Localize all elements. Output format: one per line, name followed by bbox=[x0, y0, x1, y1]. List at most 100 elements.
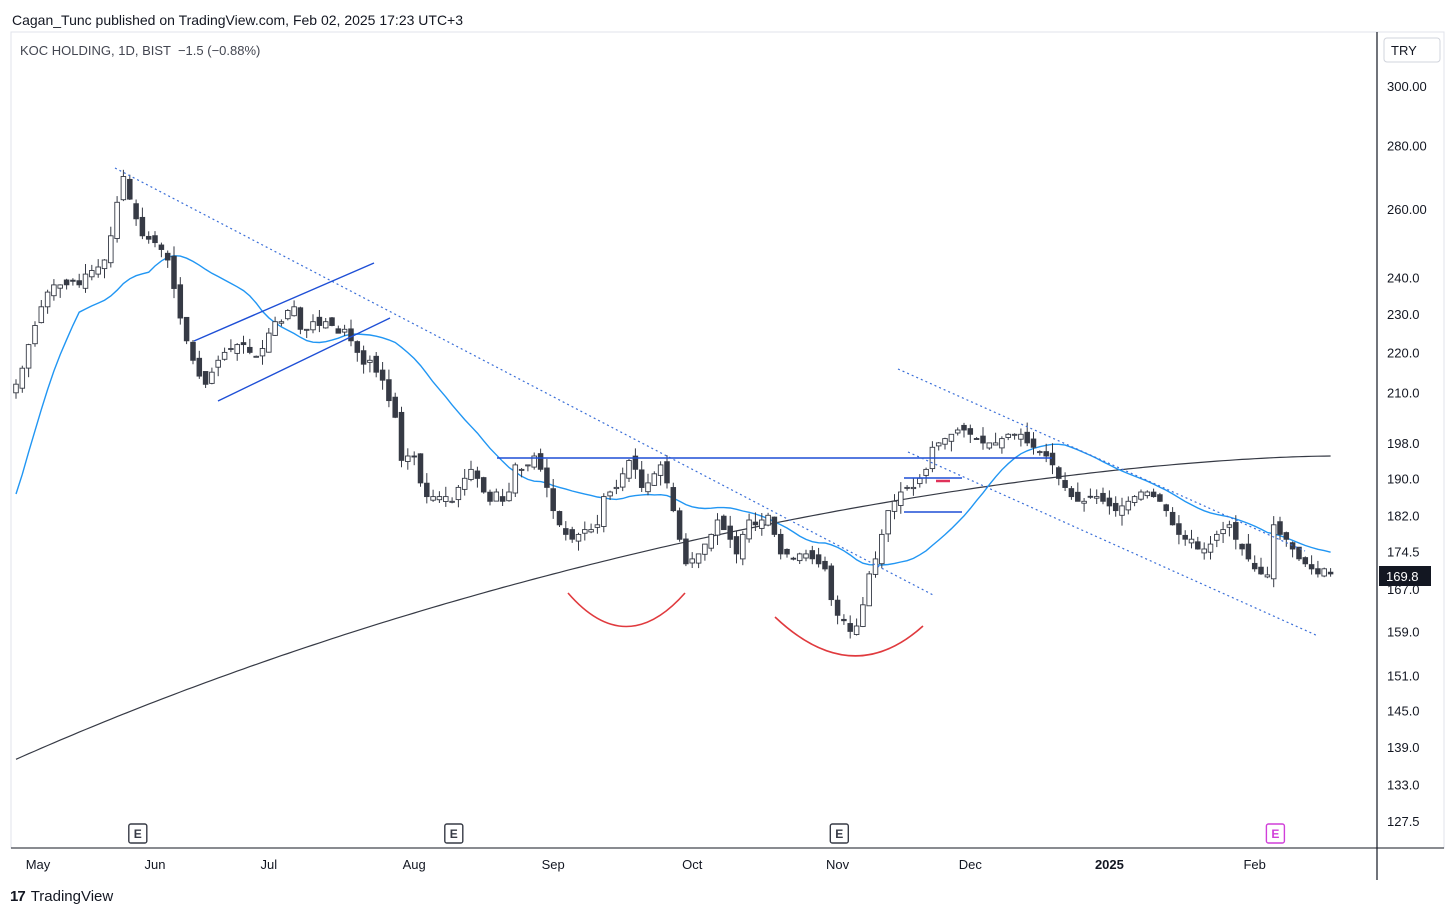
candle-body bbox=[285, 310, 291, 320]
candle-body bbox=[898, 491, 904, 506]
last-price-value: 169.8 bbox=[1386, 569, 1419, 584]
candle-body bbox=[145, 235, 152, 240]
candle-body bbox=[1125, 500, 1132, 511]
candle-body bbox=[1251, 562, 1258, 570]
price-tick-label: 280.00 bbox=[1387, 138, 1427, 153]
candle-body bbox=[1264, 574, 1271, 578]
candle-body bbox=[1131, 496, 1138, 503]
flag-upper-line[interactable] bbox=[193, 262, 375, 342]
price-tick-label: 145.0 bbox=[1387, 704, 1420, 719]
candle-body bbox=[613, 486, 620, 490]
candle-body bbox=[973, 438, 980, 440]
candle-body bbox=[266, 332, 272, 353]
earnings-marker-icon[interactable] bbox=[1265, 823, 1286, 844]
price-tick-label: 240.0 bbox=[1387, 271, 1420, 286]
candle-body bbox=[1207, 543, 1214, 553]
ma50-path bbox=[15, 254, 1331, 566]
candle-body bbox=[240, 342, 247, 346]
candle-body bbox=[879, 533, 885, 565]
candle-body bbox=[202, 371, 209, 385]
candle-body bbox=[1112, 502, 1119, 512]
candle-body bbox=[853, 625, 860, 635]
candle-body bbox=[765, 514, 771, 526]
candle-body bbox=[1176, 523, 1182, 535]
candle-body bbox=[44, 291, 51, 308]
candle-body bbox=[1144, 491, 1151, 497]
earnings-marker-icon[interactable] bbox=[128, 823, 148, 844]
candle-body bbox=[443, 496, 449, 502]
candle-body bbox=[493, 491, 500, 502]
candle-body bbox=[1043, 451, 1049, 457]
chart-frame bbox=[10, 31, 1445, 849]
candle-body bbox=[1270, 524, 1277, 580]
candle-body bbox=[632, 455, 639, 470]
price-axis[interactable]: 300.00 280.00 260.00 240.0 230.0 220.0 210.0 19… bbox=[1387, 79, 1427, 829]
time-tick-label: Sep bbox=[542, 857, 565, 872]
published-info: Cagan_Tunc published on TradingView.com,… bbox=[12, 12, 464, 28]
candle-body bbox=[480, 477, 487, 493]
time-axis[interactable]: May Jun Jul Aug Sep Oct Nov Dec 2025 Feb bbox=[26, 857, 1266, 872]
candle-body bbox=[272, 321, 278, 336]
candle-body bbox=[57, 284, 63, 289]
candle-body bbox=[594, 524, 601, 528]
candle-body bbox=[424, 482, 430, 498]
candle-body bbox=[860, 604, 866, 627]
candle-body bbox=[980, 435, 986, 444]
candle-body bbox=[386, 379, 392, 402]
channel-upper-line[interactable] bbox=[897, 368, 1306, 552]
price-tick-label: 210.0 bbox=[1387, 385, 1420, 400]
candle-body bbox=[1321, 568, 1327, 577]
candle-body bbox=[1081, 500, 1087, 504]
candle-body bbox=[1030, 438, 1037, 448]
candle-body bbox=[518, 468, 525, 471]
candle-body bbox=[1201, 548, 1207, 554]
candle-body bbox=[348, 328, 354, 342]
candle-body bbox=[708, 533, 714, 549]
earnings-marker-icon[interactable] bbox=[444, 823, 464, 844]
channel-lower-line[interactable] bbox=[907, 451, 1319, 637]
candle-body bbox=[499, 496, 506, 502]
candle-body bbox=[834, 599, 841, 616]
candle-body bbox=[601, 496, 607, 527]
candle-body bbox=[923, 468, 929, 476]
candle-body bbox=[177, 284, 184, 319]
candle-body bbox=[190, 341, 196, 361]
candle-body bbox=[746, 519, 752, 540]
candle-body bbox=[171, 255, 177, 289]
symbol-legend[interactable]: KOC HOLDING, 1D, BIST −1.5 (−0.88%) bbox=[20, 43, 261, 58]
candle-body bbox=[1119, 505, 1125, 516]
candle-body bbox=[1283, 532, 1290, 540]
candle-body bbox=[417, 453, 424, 484]
head-arc[interactable] bbox=[774, 616, 924, 657]
time-tick-label: May bbox=[26, 857, 51, 872]
left-shoulder-arc[interactable] bbox=[567, 592, 686, 628]
drawings bbox=[114, 167, 1319, 657]
ma50-line bbox=[15, 254, 1331, 566]
currency-box[interactable] bbox=[1383, 37, 1441, 63]
candle-body bbox=[114, 201, 120, 239]
candle-body bbox=[1226, 524, 1233, 528]
earnings-marker-icon[interactable] bbox=[829, 823, 849, 844]
candle-body bbox=[619, 473, 626, 488]
candles bbox=[13, 169, 1334, 639]
candle-body bbox=[569, 529, 575, 540]
downtrend-dotted-line[interactable] bbox=[114, 167, 936, 597]
candle-body bbox=[1062, 480, 1068, 488]
flag-lower-line[interactable] bbox=[217, 317, 391, 402]
price-chart[interactable]: 300.00 280.00 260.00 240.0 230.0 220.0 210.0 19… bbox=[0, 0, 1456, 880]
candle-body bbox=[626, 460, 632, 479]
candle-body bbox=[310, 321, 316, 331]
candle-body bbox=[341, 328, 348, 333]
candle-body bbox=[657, 464, 664, 476]
candle-body bbox=[25, 344, 32, 369]
candle-body bbox=[164, 252, 171, 261]
candle-body bbox=[506, 491, 512, 502]
candle-body bbox=[158, 244, 165, 250]
candle-body bbox=[954, 429, 961, 434]
time-tick-label: Nov bbox=[826, 857, 850, 872]
candle-body bbox=[1018, 433, 1024, 440]
candle-body bbox=[891, 500, 898, 512]
candle-body bbox=[885, 510, 891, 535]
price-tick-label: 139.0 bbox=[1387, 740, 1420, 755]
